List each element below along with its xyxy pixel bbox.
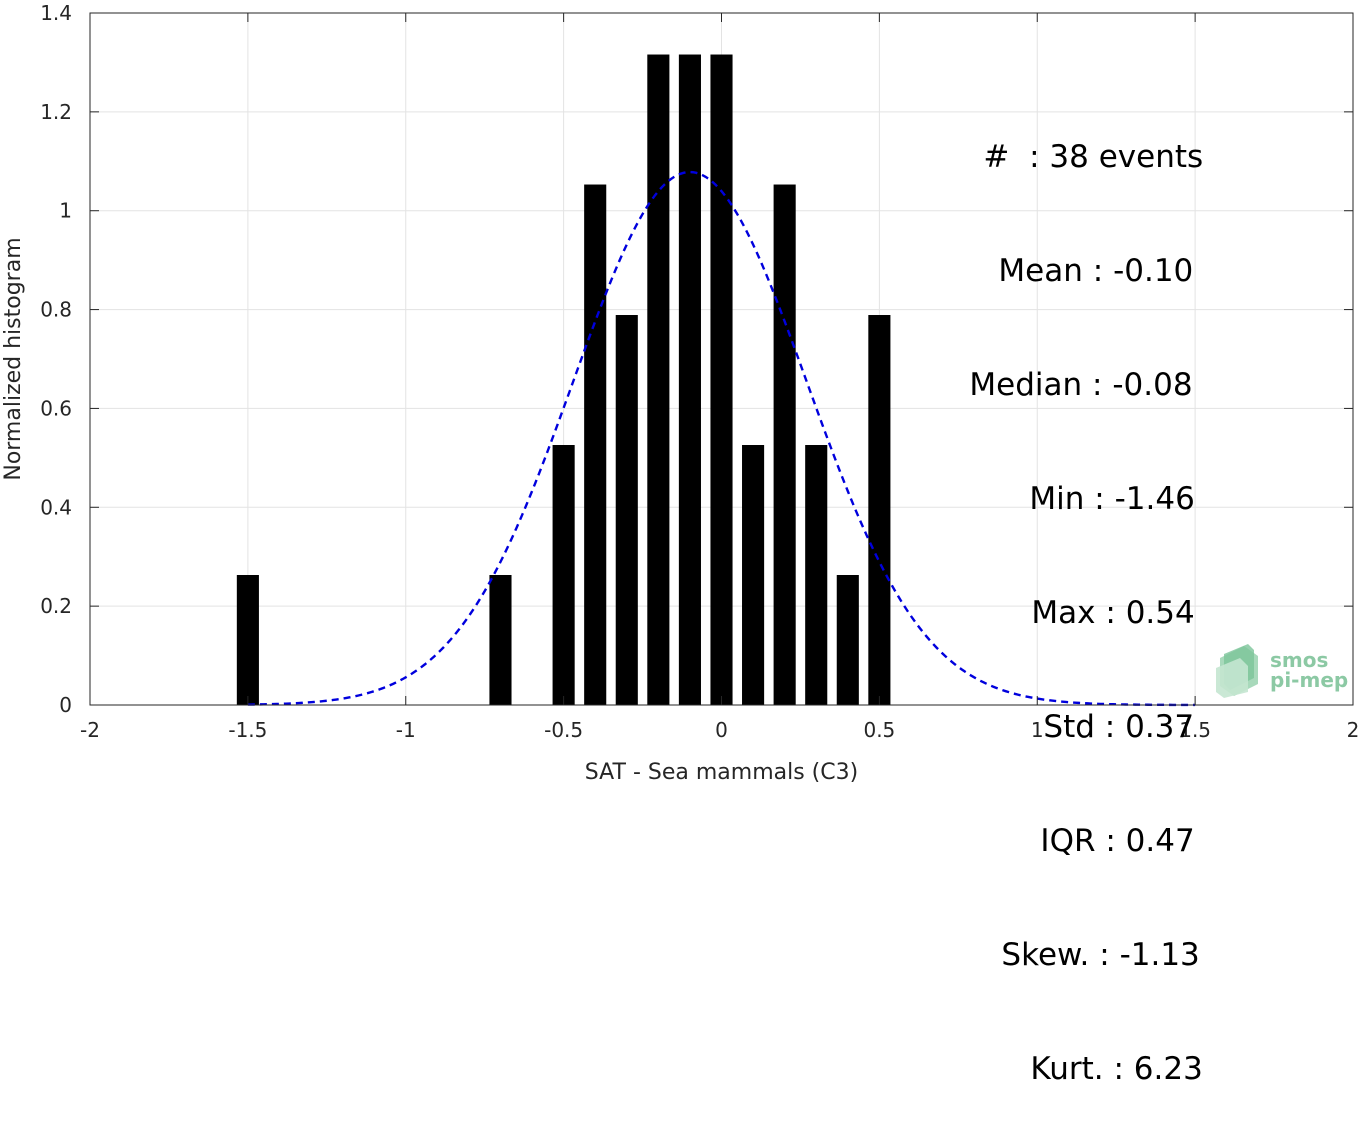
stat-label: Min: [1029, 481, 1095, 517]
histogram-bars: [236, 54, 891, 705]
x-tick-label: 2: [1347, 718, 1360, 742]
histogram-bar: [647, 54, 670, 705]
stat-separator: :: [1029, 139, 1050, 175]
stat-separator: :: [1094, 481, 1115, 517]
stat-row-kurt: Kurt. : 6.23: [900, 1012, 1203, 1126]
stat-row-mean: Mean : -0.10: [900, 214, 1200, 328]
stat-value: -1.13: [1119, 937, 1200, 973]
histogram-chart: -2 -1.5 -1 -0.5 0 0.5 1 1.5 2 0 0.2 0.4 0.6 0.8 1 1.2 1…: [1, 1, 1359, 784]
x-axis-label: SAT - Sea mammals (C3): [585, 760, 858, 784]
y-axis-ticks: 0 0.2 0.4 0.6 0.8 1 1.2 1.4: [40, 1, 1353, 717]
stat-row-iqr: IQR : 0.47: [900, 784, 1200, 898]
histogram-bar: [678, 54, 701, 705]
histogram-bar: [773, 184, 796, 705]
histogram-bar: [805, 445, 828, 705]
stat-label: #: [983, 139, 1030, 175]
logo-text-line2: pi-mep: [1270, 668, 1349, 692]
smos-pi-mep-logo: smos pi-mep: [1214, 644, 1354, 700]
y-tick-label: 0: [59, 693, 72, 717]
y-tick-label: 0.8: [40, 298, 72, 322]
x-tick-label: 1: [1031, 718, 1044, 742]
x-tick-label: -1.5: [228, 718, 267, 742]
stat-value: 38 events: [1049, 139, 1204, 175]
stat-separator: :: [1092, 367, 1113, 403]
stat-label: Std: [1043, 709, 1105, 745]
stat-label: Skew.: [1001, 937, 1100, 973]
normal-fit-curve: [247, 170, 1196, 707]
stat-row-count: # : 38 events: [900, 100, 1204, 214]
histogram-bar: [868, 315, 891, 705]
stat-separator: :: [1092, 253, 1114, 289]
histogram-bar: [836, 575, 859, 705]
stat-separator: :: [1099, 937, 1120, 973]
stat-label: IQR: [1040, 823, 1106, 859]
stat-separator: :: [1105, 595, 1126, 631]
stat-value: -1.46: [1114, 481, 1195, 517]
stat-value: 0.54: [1125, 595, 1195, 631]
x-tick-label: 0: [715, 718, 728, 742]
stat-row-skew: Skew. : -1.13: [900, 898, 1200, 1012]
histogram-bar: [742, 445, 765, 705]
y-tick-label: 1.2: [40, 100, 72, 124]
stat-row-min: Min : -1.46: [900, 442, 1200, 556]
y-tick-label: 0.4: [40, 495, 72, 519]
histogram-bar: [236, 575, 259, 705]
histogram-bar: [489, 575, 512, 705]
logo-waves-icon: [1216, 644, 1258, 698]
stat-value: -0.10: [1113, 253, 1194, 289]
y-tick-label: 0.2: [40, 594, 72, 618]
y-tick-label: 0.6: [40, 396, 72, 420]
stat-row-std: Std : 0.37: [900, 670, 1200, 784]
stat-separator: :: [1105, 823, 1126, 859]
histogram-bar: [710, 54, 733, 705]
histogram-bar: [584, 184, 607, 705]
stat-value: -0.08: [1112, 367, 1193, 403]
x-tick-label: 1.5: [1179, 718, 1211, 742]
x-tick-label: -2: [80, 718, 100, 742]
x-tick-label: 0.5: [863, 718, 895, 742]
stat-label: Max: [1031, 595, 1106, 631]
logo-text-line1: smos: [1270, 648, 1329, 672]
x-tick-label: -1: [396, 718, 416, 742]
y-tick-label: 1: [59, 199, 72, 223]
histogram-bar: [552, 445, 575, 705]
statistics-annotation: # : 38 events Mean : -0.10 Median : -0.0…: [900, 100, 1204, 1126]
histogram-bar: [615, 315, 638, 705]
stat-label: Kurt.: [1030, 1051, 1114, 1087]
y-axis-label: Normalized histogram: [1, 237, 26, 480]
stat-row-max: Max : 0.54: [900, 556, 1200, 670]
stat-label: Mean: [998, 253, 1093, 289]
stat-separator: :: [1104, 709, 1126, 745]
stat-separator: :: [1113, 1051, 1134, 1087]
stat-row-median: Median : -0.08: [900, 328, 1200, 442]
y-tick-label: 1.4: [40, 1, 72, 25]
stat-value: 6.23: [1133, 1051, 1203, 1087]
stat-value: 0.47: [1125, 823, 1195, 859]
stat-value: 0.37: [1125, 709, 1195, 745]
x-tick-label: -0.5: [544, 718, 583, 742]
stat-label: Median: [969, 367, 1093, 403]
x-axis-ticks: -2 -1.5 -1 -0.5 0 0.5 1 1.5 2: [80, 13, 1359, 742]
